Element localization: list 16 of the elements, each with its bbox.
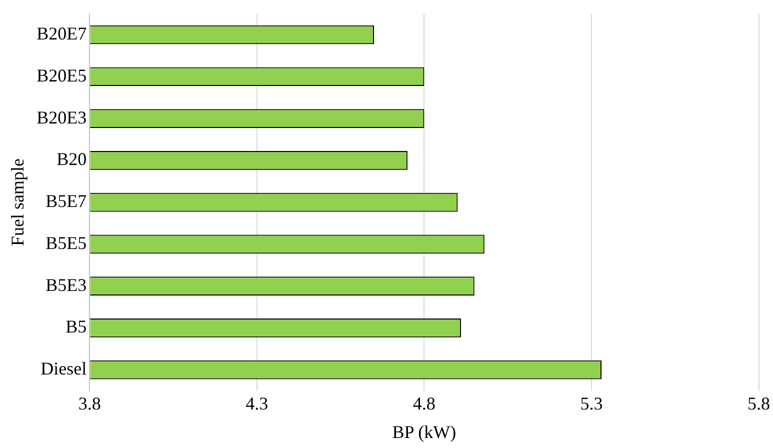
- y-axis-title: Fuel sample: [8, 158, 28, 246]
- y-tick-label: B5E7: [46, 191, 87, 212]
- x-tick-label: 4.3: [246, 393, 268, 414]
- x-tick-label: 5.8: [748, 393, 770, 414]
- x-tick-label: 5.3: [580, 393, 603, 414]
- x-axis-title: BP (kW): [392, 422, 456, 442]
- y-tick-label: B20: [56, 149, 87, 170]
- y-tick-label: B20E3: [36, 107, 87, 128]
- y-tick-label: B20E5: [36, 65, 87, 86]
- x-tick-label: 3.8: [78, 393, 101, 414]
- y-tick-label: B5: [66, 316, 87, 337]
- y-tick-label: B5E3: [46, 274, 87, 295]
- y-tick-label: B5E5: [46, 232, 87, 253]
- x-tick-label: 4.8: [412, 393, 436, 414]
- y-tick-label: Diesel: [40, 358, 87, 379]
- y-tick-label: B20E7: [36, 23, 87, 44]
